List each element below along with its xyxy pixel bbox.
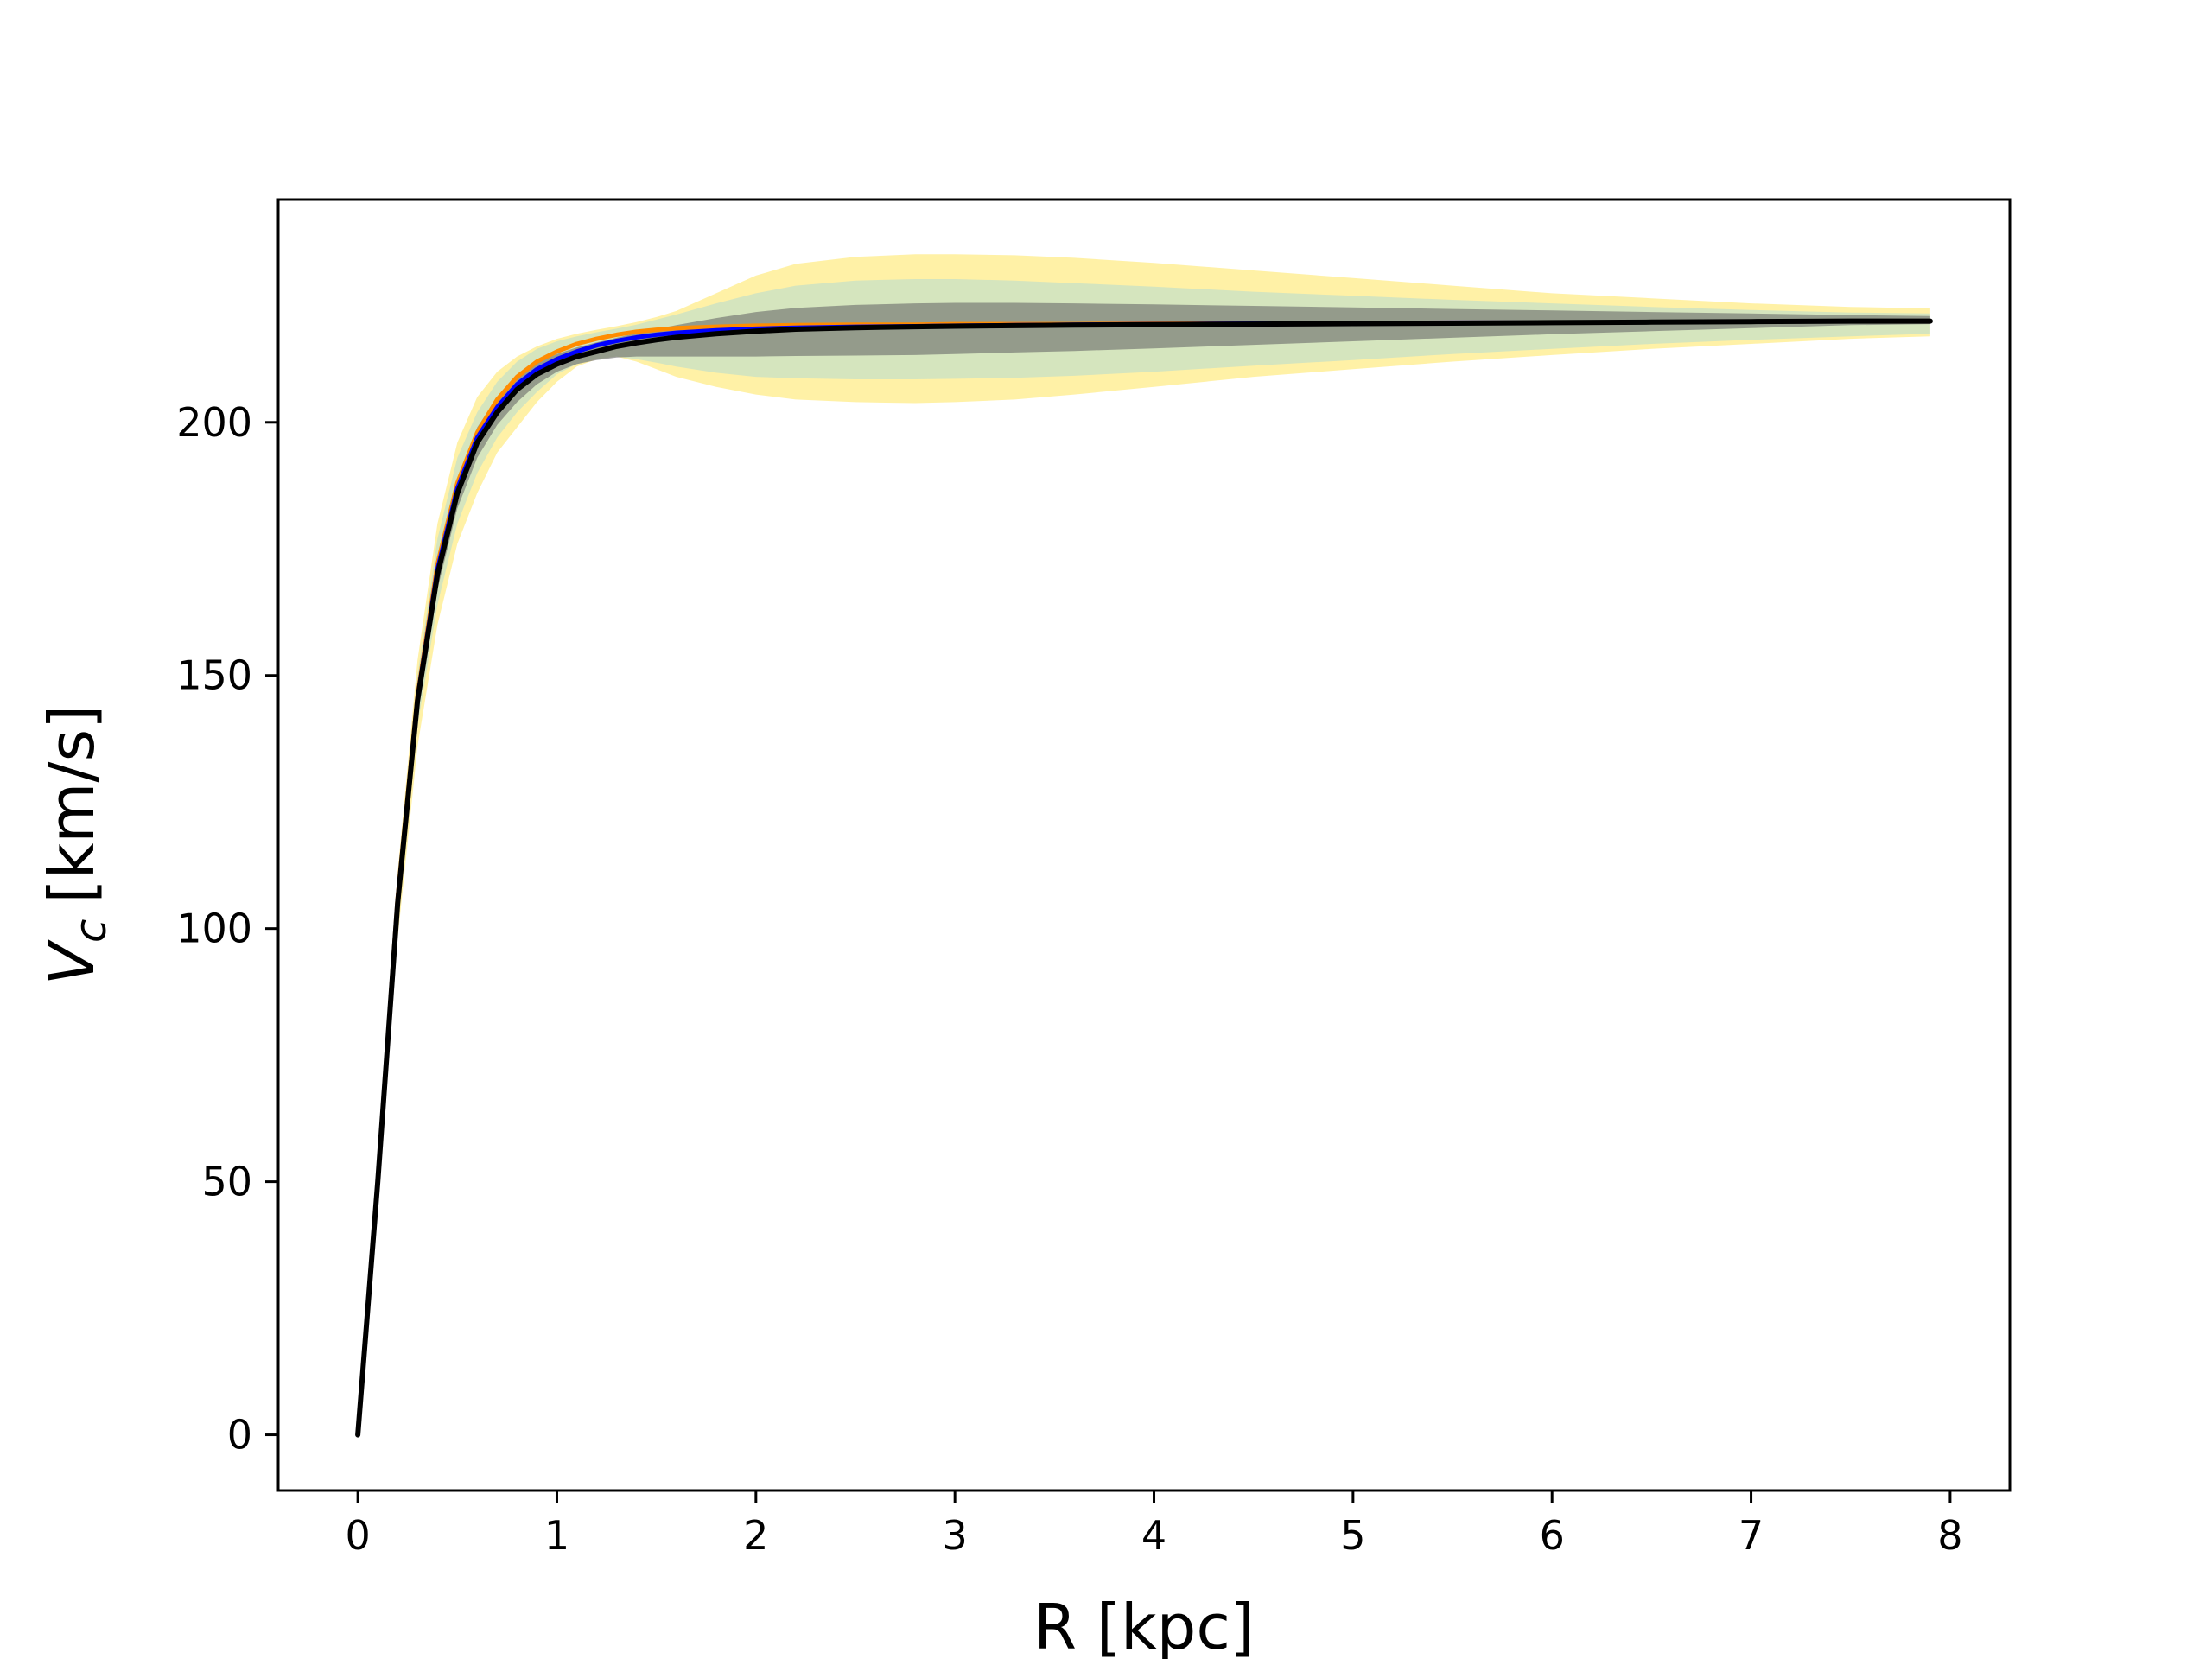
- y-tick-label: 100: [176, 906, 252, 952]
- y-axis-label-subscript: c: [66, 919, 116, 944]
- y-tick-label: 50: [201, 1159, 252, 1205]
- x-tick-label: 8: [1937, 1512, 1962, 1559]
- band-1-upper: [358, 254, 1930, 1435]
- y-axis-ticks: 0 50 100 150 200: [176, 399, 278, 1459]
- y-axis-label: Vc [km/s]: [35, 705, 116, 986]
- x-tick-label: 2: [743, 1512, 768, 1559]
- y-axis-label-unit: [km/s]: [35, 705, 108, 904]
- x-axis-ticks: 0 1 2 3 4 5 6 7 8: [345, 1491, 1963, 1559]
- y-axis-label-main: V: [35, 938, 108, 985]
- x-tick-label: 4: [1141, 1512, 1166, 1559]
- uncertainty-bands: [358, 254, 1930, 1435]
- x-tick-label: 3: [943, 1512, 968, 1559]
- y-tick-label: 0: [227, 1412, 252, 1459]
- x-tick-label: 5: [1340, 1512, 1365, 1559]
- x-tick-label: 6: [1540, 1512, 1565, 1559]
- x-tick-label: 7: [1738, 1512, 1764, 1559]
- y-tick-label: 150: [176, 652, 252, 699]
- model-curves: [355, 318, 1933, 1438]
- curve-0: [355, 318, 1933, 1438]
- x-tick-label: 0: [345, 1512, 370, 1559]
- plot-frame: [276, 198, 2012, 1492]
- x-tick-label: 1: [544, 1512, 569, 1559]
- y-tick-label: 200: [176, 399, 252, 446]
- x-axis-label: R [kpc]: [1033, 1591, 1255, 1659]
